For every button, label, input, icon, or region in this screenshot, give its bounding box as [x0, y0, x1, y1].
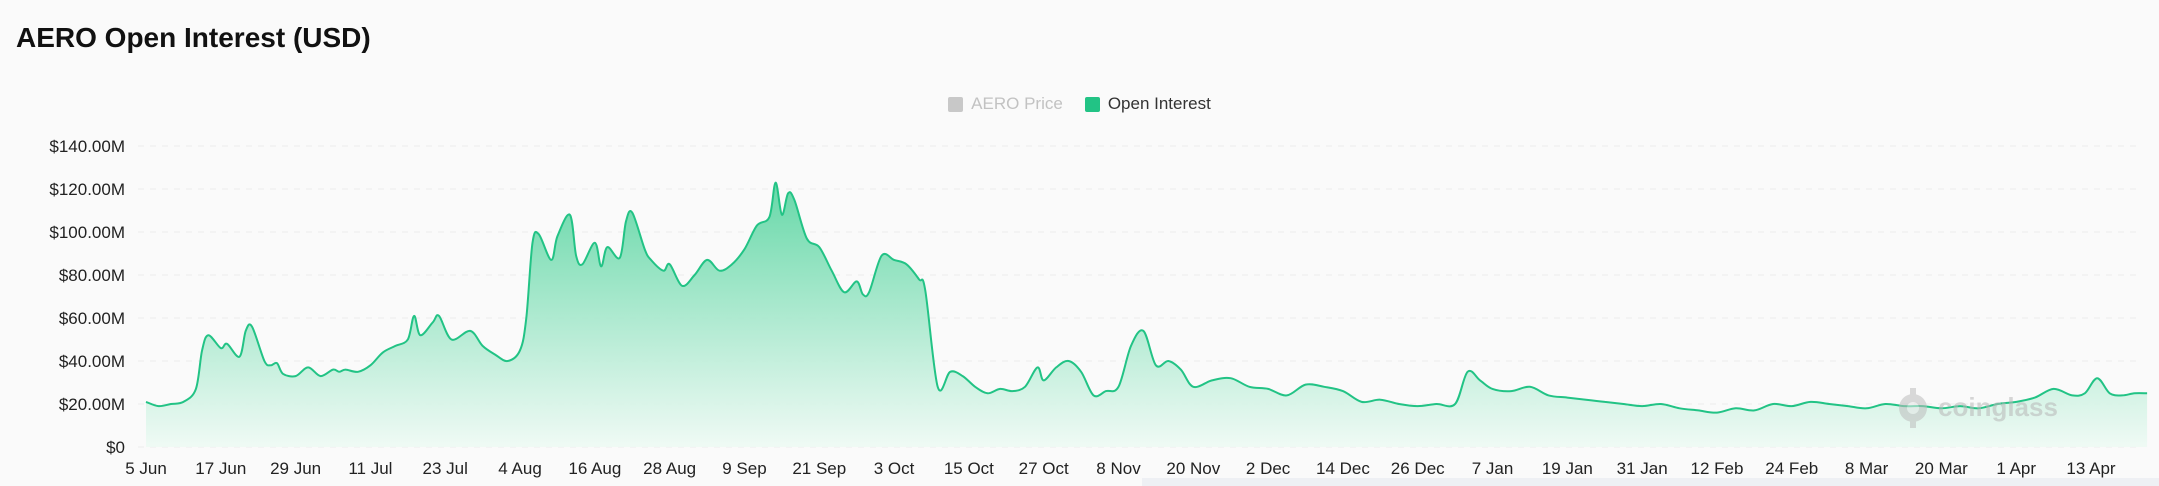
legend-swatch-open-interest	[1084, 96, 1100, 112]
page-title: AERO Open Interest (USD)	[16, 22, 371, 53]
y-tick-label: $20.00M	[59, 395, 125, 414]
x-tick-label: 7 Jan	[1472, 459, 1514, 478]
x-tick-label: 31 Jan	[1617, 459, 1668, 478]
x-tick-label: 2 Dec	[1246, 459, 1291, 478]
y-tick-label: $120.00M	[49, 180, 125, 199]
watermark: coinglass	[1899, 388, 2058, 428]
x-tick-label: 12 Feb	[1690, 459, 1743, 478]
legend-item-aero-price[interactable]: AERO Price	[948, 94, 1063, 114]
x-tick-label: 3 Oct	[874, 459, 915, 478]
range-selector-strip[interactable]	[1142, 478, 2159, 486]
x-tick-label: 8 Mar	[1845, 459, 1889, 478]
x-tick-label: 5 Jun	[125, 459, 167, 478]
x-tick-label: 29 Jun	[270, 459, 321, 478]
x-tick-label: 20 Mar	[1915, 459, 1968, 478]
x-tick-label: 26 Dec	[1391, 459, 1445, 478]
legend-swatch-aero-price	[948, 96, 964, 112]
y-tick-label: $60.00M	[59, 309, 125, 328]
x-tick-label: 14 Dec	[1316, 459, 1370, 478]
x-tick-label: 21 Sep	[792, 459, 846, 478]
x-tick-label: 28 Aug	[643, 459, 696, 478]
x-tick-label: 20 Nov	[1166, 459, 1220, 478]
x-tick-label: 9 Sep	[722, 459, 766, 478]
x-tick-label: 15 Oct	[944, 459, 994, 478]
legend-label-open-interest: Open Interest	[1107, 94, 1211, 113]
y-axis: $0 $20.00M $40.00M $60.00M $80.00M $100.00M $1…	[49, 137, 125, 457]
x-tick-label: 11 Jul	[348, 459, 392, 478]
x-tick-label: 4 Aug	[498, 459, 542, 478]
watermark-text: coinglass	[1938, 392, 2058, 422]
x-tick-label: 17 Jun	[195, 459, 246, 478]
legend-label-aero-price: AERO Price	[971, 94, 1063, 113]
y-tick-label: $100.00M	[49, 223, 125, 242]
y-tick-label: $40.00M	[59, 352, 125, 371]
x-tick-label: 27 Oct	[1019, 459, 1069, 478]
legend-item-open-interest[interactable]: Open Interest	[1084, 94, 1211, 114]
x-tick-label: 16 Aug	[568, 459, 621, 478]
x-tick-label: 24 Feb	[1765, 459, 1818, 478]
coinglass-logo-icon	[1899, 388, 1927, 428]
x-tick-label: 1 Apr	[1996, 459, 2036, 478]
y-tick-label: $0	[106, 438, 125, 457]
area-series	[145, 181, 2148, 448]
series-area-open-interest	[146, 182, 2148, 448]
x-tick-label: 13 Apr	[2066, 459, 2115, 478]
x-axis: 5 Jun 17 Jun 29 Jun 11 Jul 23 Jul 4 Aug 16 Aug…	[125, 459, 2116, 478]
series-line-open-interest[interactable]	[145, 181, 2148, 414]
legend: AERO Price Open Interest	[0, 94, 2159, 114]
y-tick-label: $80.00M	[59, 266, 125, 285]
x-tick-label: 8 Nov	[1096, 459, 1141, 478]
x-tick-label: 23 Jul	[423, 459, 468, 478]
y-tick-label: $140.00M	[49, 137, 125, 156]
x-tick-label: 19 Jan	[1542, 459, 1593, 478]
